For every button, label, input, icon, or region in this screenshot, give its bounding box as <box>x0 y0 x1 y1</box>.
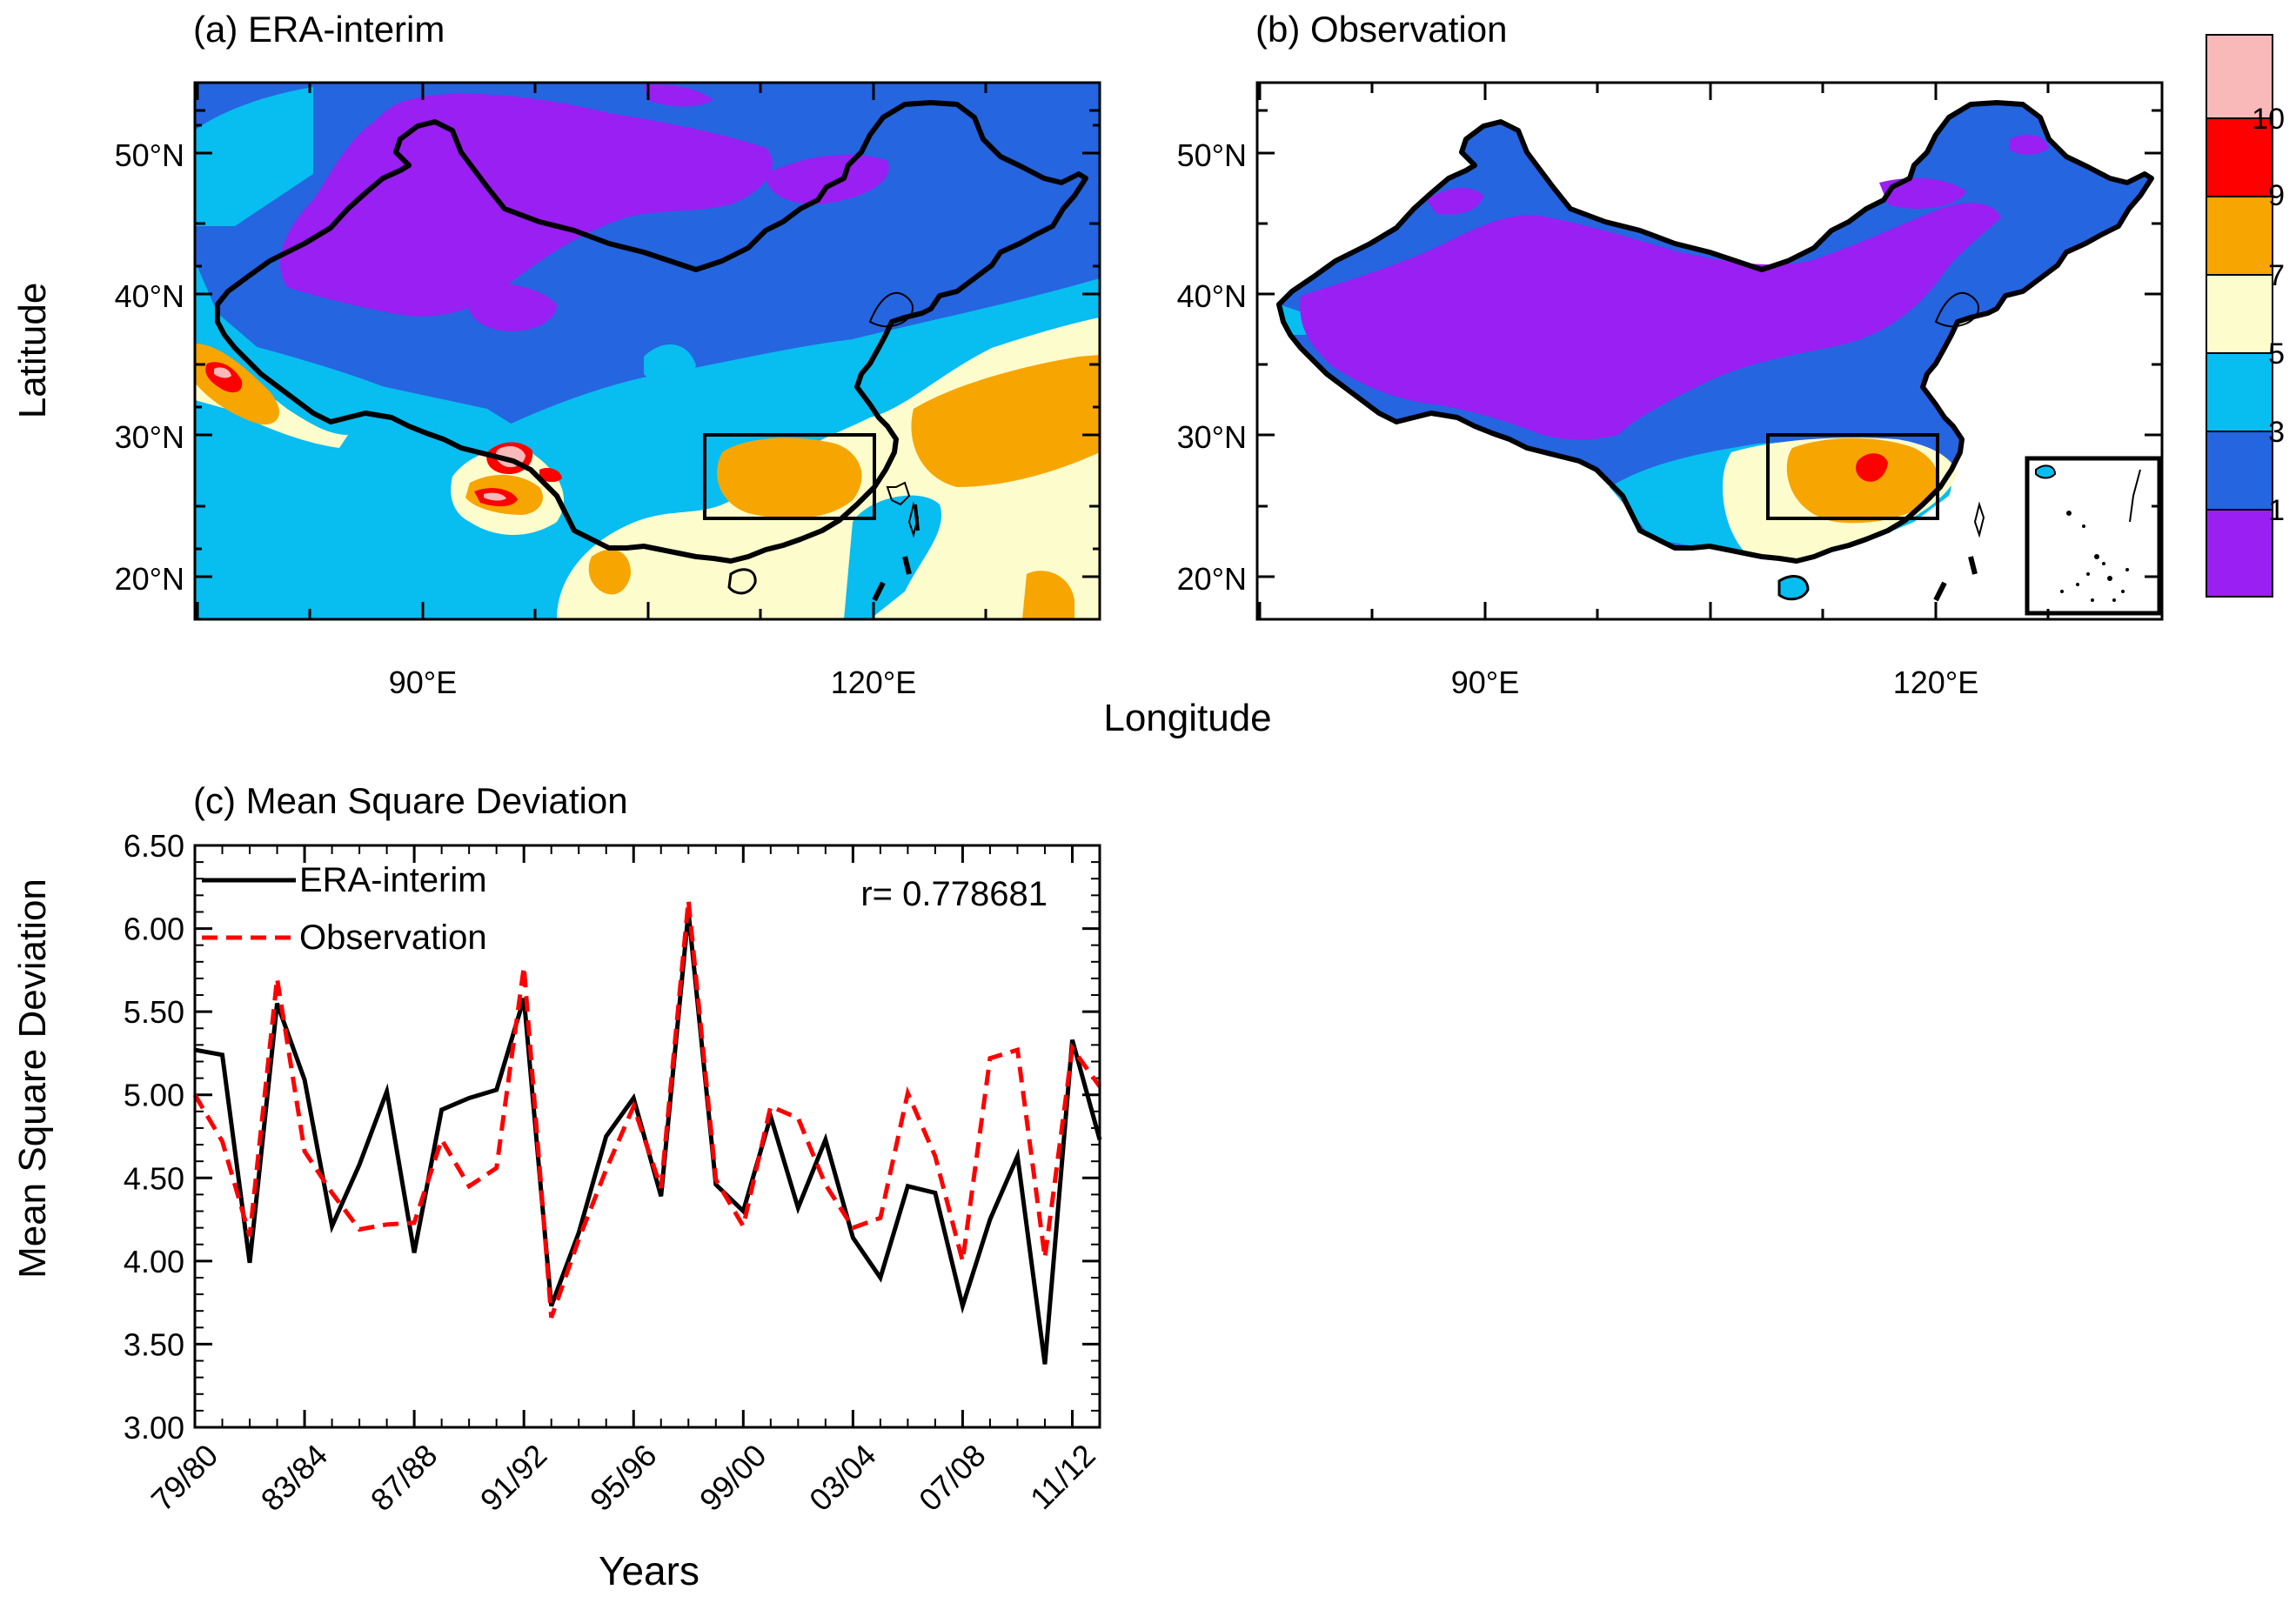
colorbar-label-7: 7 <box>2268 259 2285 292</box>
colorbar-label-1: 1 <box>2268 494 2285 527</box>
y-tick-label: 3.50 <box>124 1326 184 1362</box>
colorbar-label-9: 9 <box>2268 179 2285 212</box>
panel-b-observation-map: (b) Observation <box>1177 9 2164 700</box>
colorbar-label-10: 10 <box>2252 103 2285 136</box>
panel-c-x-tick-labels: 79/80 83/84 87/88 91/92 95/96 99/00 03/04 07/08… <box>144 1437 1102 1518</box>
colorbar-swatch-3 <box>2206 196 2273 276</box>
panel-c-y-tick-labels: 3.00 3.50 4.00 4.50 5.00 5.50 6.00 6.50 <box>124 828 184 1446</box>
panel-c-series-lines <box>192 899 1102 1365</box>
correlation-annotation: r= 0.778681 <box>860 875 1048 913</box>
panel-b-lon-tick-90: 90°E <box>1451 665 1519 700</box>
colorbar-swatch-4 <box>2206 274 2273 354</box>
colorbar: 10 9 7 5 3 1 <box>2206 34 2285 598</box>
x-tick-label: 79/80 <box>144 1437 225 1518</box>
panel-b-lat-tick-20: 20°N <box>1177 561 1247 597</box>
x-tick-label: 87/88 <box>364 1437 445 1518</box>
panel-b-lat-tick-40: 40°N <box>1177 278 1247 314</box>
x-tick-label: 11/12 <box>1023 1437 1102 1516</box>
y-tick-label: 4.50 <box>124 1160 184 1196</box>
panel-a-title: (a) ERA-interim <box>193 9 445 50</box>
longitude-axis-label: Longitude <box>1103 697 1271 739</box>
x-tick-label: 83/84 <box>254 1437 335 1518</box>
panel-c-frame <box>193 844 1101 1429</box>
legend-observation-label: Observation <box>299 918 487 957</box>
panel-a-lat-tick-30: 30°N <box>115 419 184 455</box>
panel-c-title: (c) Mean Square Deviation <box>193 780 628 821</box>
panel-b-lon-tick-120: 120°E <box>1893 665 1978 700</box>
south-china-sea-inset <box>2025 456 2162 616</box>
panel-b-lat-tick-50: 50°N <box>1177 137 1247 173</box>
y-tick-label: 3.00 <box>124 1410 184 1446</box>
colorbar-swatch-5 <box>2206 352 2273 432</box>
colorbar-swatch-6 <box>2206 431 2273 511</box>
x-tick-label: 99/00 <box>693 1437 773 1518</box>
panel-a-lon-tick-90: 90°E <box>389 665 457 700</box>
y-tick-label: 5.50 <box>124 994 184 1030</box>
y-tick-label: 6.50 <box>124 828 184 864</box>
panel-c-x-axis-label: Years <box>599 1548 700 1593</box>
y-tick-label: 6.00 <box>124 912 184 947</box>
panel-a-region-box <box>703 433 876 520</box>
panel-a-era-interim-map: (a) ERA-interim <box>11 9 1101 700</box>
y-tick-label: 4.00 <box>124 1244 184 1279</box>
panel-b-title: (b) Observation <box>1255 9 1507 50</box>
panel-a-lat-tick-40: 40°N <box>115 278 184 314</box>
legend-era-interim-label: ERA-interim <box>299 861 487 899</box>
latitude-axis-label: Latitude <box>11 283 54 419</box>
colorbar-label-3: 3 <box>2268 416 2285 449</box>
panel-c-legend: ERA-interim Observation <box>202 861 487 957</box>
panel-a-lon-tick-120: 120°E <box>831 665 916 700</box>
panel-c-line-chart: (c) Mean Square Deviation Mean Square De… <box>11 780 1102 1593</box>
panel-a-lat-tick-50: 50°N <box>115 137 184 173</box>
panel-c-y-axis-label: Mean Square Deviation <box>11 878 54 1279</box>
colorbar-swatch-7 <box>2206 509 2273 598</box>
x-tick-label: 03/04 <box>802 1437 883 1518</box>
x-tick-label: 91/92 <box>473 1437 554 1518</box>
panel-b-lat-tick-30: 30°N <box>1177 419 1247 455</box>
era-interim-line <box>194 912 1102 1365</box>
x-tick-label: 07/08 <box>912 1437 993 1518</box>
x-tick-label: 95/96 <box>583 1437 664 1518</box>
panel-a-lat-tick-20: 20°N <box>115 561 184 597</box>
observation-line <box>192 899 1102 1319</box>
y-tick-label: 5.00 <box>124 1078 184 1113</box>
panel-c-ticks <box>193 844 1101 1429</box>
panel-b-region-box <box>1766 433 1939 520</box>
colorbar-label-5: 5 <box>2268 337 2285 371</box>
